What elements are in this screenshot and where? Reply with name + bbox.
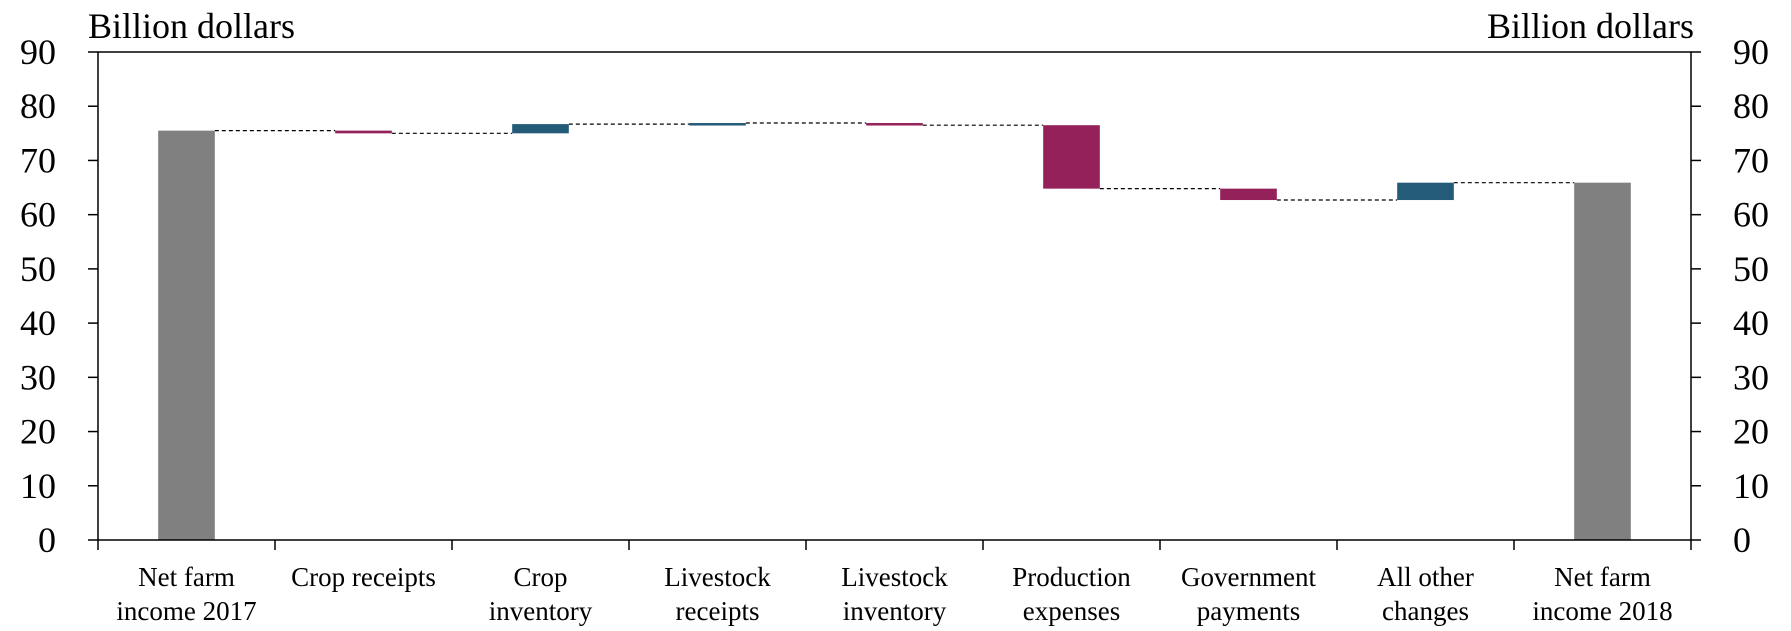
right-tick-label: 20 — [1733, 412, 1769, 452]
left-tick-label: 60 — [20, 195, 56, 235]
category-label-line: Crop receipts — [291, 562, 436, 592]
category-label-line: Government — [1181, 562, 1316, 592]
category-label-line: inventory — [843, 596, 947, 626]
left-tick-label: 90 — [20, 32, 56, 72]
category-label: Crop receipts — [291, 562, 436, 592]
category-label: Net farm income 2017 — [116, 562, 256, 626]
total-bar — [158, 130, 215, 540]
category-label-line: income 2017 — [116, 596, 256, 626]
decrease-bar — [1220, 188, 1277, 201]
connector-lines — [214, 122, 1575, 201]
category-label-line: Crop — [514, 562, 568, 592]
category-labels: Net farm income 2017 Crop receipts Crop inve… — [116, 562, 1672, 626]
category-label-line: income 2018 — [1532, 596, 1672, 626]
left-tick-label: 40 — [20, 303, 56, 343]
category-label: Crop inventory — [489, 562, 593, 626]
left-tick-label: 10 — [20, 466, 56, 506]
right-tick-label: 50 — [1733, 249, 1769, 289]
category-label-line: payments — [1197, 596, 1300, 626]
left-tick-label: 70 — [20, 140, 56, 180]
category-label: Net farm income 2018 — [1532, 562, 1672, 626]
category-label-line: Net farm — [138, 562, 235, 592]
increase-bar — [512, 124, 569, 134]
decrease-bar — [335, 130, 392, 134]
right-tick-label: 70 — [1733, 140, 1769, 180]
increase-bar — [689, 123, 746, 126]
decrease-bar — [866, 123, 923, 126]
category-label: Government payments — [1181, 562, 1316, 626]
left-tick-label: 30 — [20, 357, 56, 397]
category-label-line: Livestock — [664, 562, 771, 592]
category-label-line: expenses — [1023, 596, 1120, 626]
bars — [158, 123, 1631, 541]
right-tick-label: 90 — [1733, 32, 1769, 72]
increase-bar — [1397, 182, 1454, 201]
category-label-line: Production — [1012, 562, 1131, 592]
category-label-line: Net farm — [1554, 562, 1651, 592]
category-label: Livestock receipts — [664, 562, 771, 626]
category-label-line: inventory — [489, 596, 593, 626]
x-axis-ticks — [97, 540, 1692, 550]
left-tick-label: 80 — [20, 86, 56, 126]
right-tick-label: 40 — [1733, 303, 1769, 343]
left-tick-label: 0 — [38, 520, 56, 560]
right-tick-label: 60 — [1733, 195, 1769, 235]
right-tick-label: 80 — [1733, 86, 1769, 126]
category-label-line: All other — [1377, 562, 1474, 592]
right-tick-label: 30 — [1733, 357, 1769, 397]
category-label-line: changes — [1382, 596, 1469, 626]
total-bar — [1574, 182, 1631, 541]
category-label-line: receipts — [676, 596, 760, 626]
decrease-bar — [1043, 125, 1100, 189]
right-axis-label: Billion dollars — [1487, 6, 1694, 46]
category-label: All other changes — [1377, 562, 1474, 626]
left-axis-label: Billion dollars — [88, 6, 295, 46]
category-label: Production expenses — [1012, 562, 1131, 626]
plot-frame — [97, 51, 1692, 541]
left-tick-label: 50 — [20, 249, 56, 289]
category-label: Livestock inventory — [841, 562, 948, 626]
left-axis-ticks: 0 10 20 30 40 50 60 70 80 90 — [20, 32, 98, 560]
category-label-line: Livestock — [841, 562, 948, 592]
left-tick-label: 20 — [20, 412, 56, 452]
right-axis-ticks: 0 10 20 30 40 50 60 70 80 90 — [1691, 32, 1769, 560]
right-tick-label: 10 — [1733, 466, 1769, 506]
right-tick-label: 0 — [1733, 520, 1751, 560]
